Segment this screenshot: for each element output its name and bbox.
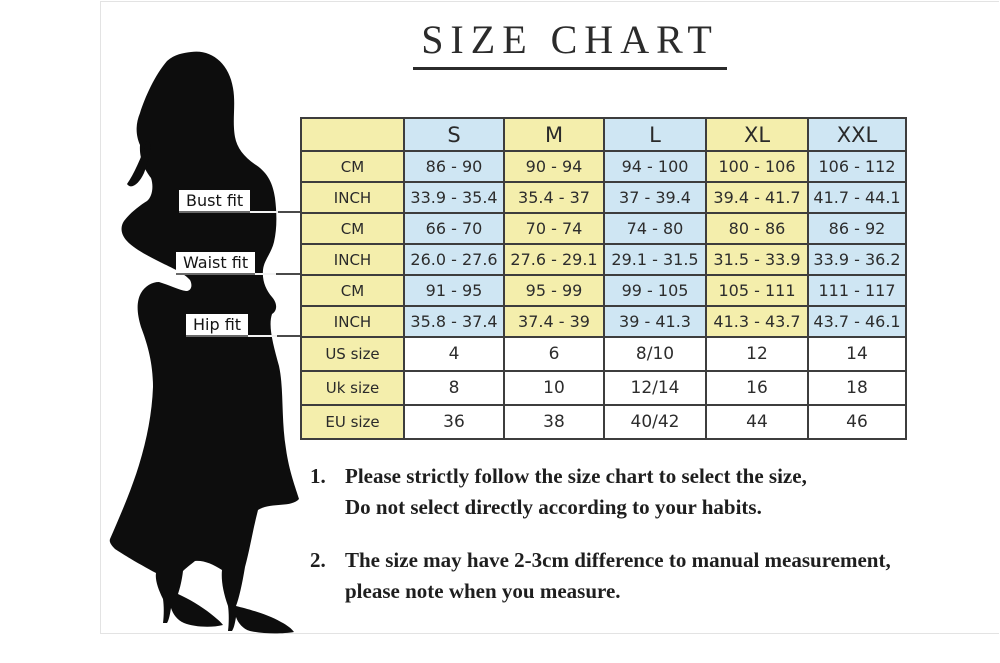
table-cell: 86 - 92 — [807, 212, 907, 245]
table-cell: 99 - 105 — [603, 274, 707, 307]
woman-silhouette — [109, 51, 299, 634]
table-cell: 91 - 95 — [403, 274, 505, 307]
table-cell: 6 — [503, 336, 605, 372]
title-block: SIZE CHART — [350, 16, 790, 70]
row-label: CM — [300, 212, 405, 245]
table-row: INCH 33.9 - 35.4 35.4 - 37 37 - 39.4 39.… — [300, 181, 907, 214]
table-cell: 94 - 100 — [603, 150, 707, 183]
table-cell: 4 — [403, 336, 505, 372]
note-number: 1. — [310, 464, 326, 488]
table-cell: 86 - 90 — [403, 150, 505, 183]
table-row: INCH 26.0 - 27.6 27.6 - 29.1 29.1 - 31.5… — [300, 243, 907, 276]
table-cell: 37.4 - 39 — [503, 305, 605, 338]
table-row: CM 91 - 95 95 - 99 99 - 105 105 - 111 11… — [300, 274, 907, 307]
table-cell: 14 — [807, 336, 907, 372]
table-cell: 41.3 - 43.7 — [705, 305, 809, 338]
note-2: 2. The size may have 2-3cm difference to… — [310, 545, 998, 607]
bust-leader-line — [278, 211, 302, 213]
table-cell: 105 - 111 — [705, 274, 809, 307]
column-header-l: L — [603, 117, 707, 152]
column-header-xxl: XXL — [807, 117, 907, 152]
column-header-s: S — [403, 117, 505, 152]
waist-leader-line — [276, 273, 302, 275]
table-cell: 66 - 70 — [403, 212, 505, 245]
fit-label-hip: Hip fit — [186, 314, 249, 337]
table-cell: 38 — [503, 404, 605, 440]
table-cell: 70 - 74 — [503, 212, 605, 245]
row-label: EU size — [300, 404, 405, 440]
table-cell: 12/14 — [603, 370, 707, 406]
fit-label-waist: Waist fit — [176, 252, 256, 275]
row-label: Uk size — [300, 370, 405, 406]
note-text: please note when you measure. — [345, 579, 621, 603]
fit-label-bust: Bust fit — [179, 190, 251, 213]
title-underline — [413, 67, 727, 70]
table-row: CM 86 - 90 90 - 94 94 - 100 100 - 106 10… — [300, 150, 907, 183]
table-row: US size 4 6 8/10 12 14 — [300, 336, 907, 372]
table-cell: 40/42 — [603, 404, 707, 440]
hip-leader-line — [277, 335, 302, 337]
table-cell: 31.5 - 33.9 — [705, 243, 809, 276]
table-cell: 41.7 - 44.1 — [807, 181, 907, 214]
note-text: The size may have 2-3cm difference to ma… — [345, 548, 891, 572]
table-cell: 74 - 80 — [603, 212, 707, 245]
column-header-m: M — [503, 117, 605, 152]
table-cell: 90 - 94 — [503, 150, 605, 183]
table-cell: 44 — [705, 404, 809, 440]
table-row: INCH 35.8 - 37.4 37.4 - 39 39 - 41.3 41.… — [300, 305, 907, 338]
table-cell: 111 - 117 — [807, 274, 907, 307]
table-row: EU size 36 38 40/42 44 46 — [300, 404, 907, 440]
notes-section: 1. Please strictly follow the size chart… — [310, 461, 998, 607]
row-label: CM — [300, 150, 405, 183]
table-cell: 37 - 39.4 — [603, 181, 707, 214]
row-label: US size — [300, 336, 405, 372]
note-text: Please strictly follow the size chart to… — [345, 464, 807, 488]
corner-cell — [300, 117, 405, 152]
table-cell: 12 — [705, 336, 809, 372]
table-cell: 106 - 112 — [807, 150, 907, 183]
table-cell: 8 — [403, 370, 505, 406]
table-cell: 27.6 - 29.1 — [503, 243, 605, 276]
row-label: INCH — [300, 305, 405, 338]
table-cell: 10 — [503, 370, 605, 406]
column-header-xl: XL — [705, 117, 809, 152]
table-cell: 35.4 - 37 — [503, 181, 605, 214]
table-cell: 100 - 106 — [705, 150, 809, 183]
row-label: INCH — [300, 181, 405, 214]
table-row: Uk size 8 10 12/14 16 18 — [300, 370, 907, 406]
table-cell: 33.9 - 35.4 — [403, 181, 505, 214]
note-number: 2. — [310, 548, 326, 572]
size-table: S M L XL XXL CM 86 - 90 90 - 94 94 - 100… — [300, 117, 907, 440]
header-row: S M L XL XXL — [300, 117, 907, 152]
table-cell: 46 — [807, 404, 907, 440]
table-cell: 36 — [403, 404, 505, 440]
page-title: SIZE CHART — [421, 17, 719, 62]
table-cell: 16 — [705, 370, 809, 406]
note-text: Do not select directly according to your… — [345, 495, 762, 519]
note-1: 1. Please strictly follow the size chart… — [310, 461, 998, 523]
table-cell: 29.1 - 31.5 — [603, 243, 707, 276]
table-cell: 35.8 - 37.4 — [403, 305, 505, 338]
table-cell: 39.4 - 41.7 — [705, 181, 809, 214]
table-cell: 95 - 99 — [503, 274, 605, 307]
table-cell: 18 — [807, 370, 907, 406]
table-cell: 39 - 41.3 — [603, 305, 707, 338]
table-cell: 33.9 - 36.2 — [807, 243, 907, 276]
table-cell: 80 - 86 — [705, 212, 809, 245]
table-cell: 8/10 — [603, 336, 707, 372]
table-cell: 26.0 - 27.6 — [403, 243, 505, 276]
table-row: CM 66 - 70 70 - 74 74 - 80 80 - 86 86 - … — [300, 212, 907, 245]
row-label: INCH — [300, 243, 405, 276]
table-cell: 43.7 - 46.1 — [807, 305, 907, 338]
row-label: CM — [300, 274, 405, 307]
